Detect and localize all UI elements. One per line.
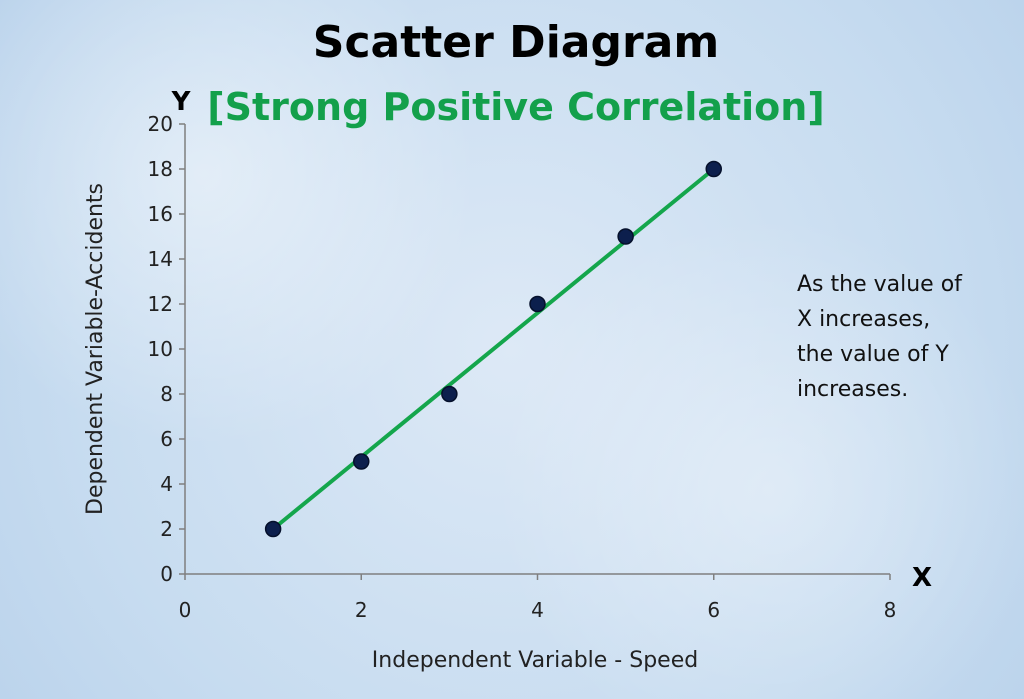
y-tick-label: 12 [148,292,173,316]
y-tick-label: 8 [160,382,173,406]
annotation-line: the value of Y [797,342,949,367]
data-point [441,385,458,403]
y-axis-letter: Y [171,87,192,117]
chart-title: Scatter Diagram [313,17,719,68]
y-tick-label: 0 [160,562,173,586]
data-point [617,228,634,245]
data-point [353,453,370,470]
y-tick-label: 18 [148,157,173,181]
y-tick-label: 10 [148,337,173,361]
annotation-line: increases. [797,377,908,402]
annotation-line: X increases, [797,307,930,332]
x-tick-label: 0 [179,598,192,622]
y-tick-label: 14 [148,247,173,271]
x-axis-label: Independent Variable - Speed [372,648,698,673]
y-tick-label: 2 [160,517,173,541]
annotation-text: As the value of X increases, the value of … [797,272,963,402]
y-tick-label: 6 [160,427,173,451]
chart-subtitle: [Strong Positive Correlation] [207,85,824,129]
data-point [529,295,546,313]
y-tick-label: 4 [160,472,173,496]
x-axis-letter: X [912,563,932,593]
y-tick-label: 16 [148,202,173,226]
x-tick-label: 4 [531,598,544,622]
x-tick-label: 8 [884,598,897,622]
data-point [705,160,722,178]
data-point [264,520,282,538]
trendline [271,167,716,531]
x-tick-label: 6 [707,598,720,622]
y-tick-label: 20 [148,112,173,136]
annotation-line: As the value of [797,272,963,297]
x-tick-label: 2 [355,598,368,622]
y-axis-label: Dependent Variable-Accidents [83,183,108,515]
